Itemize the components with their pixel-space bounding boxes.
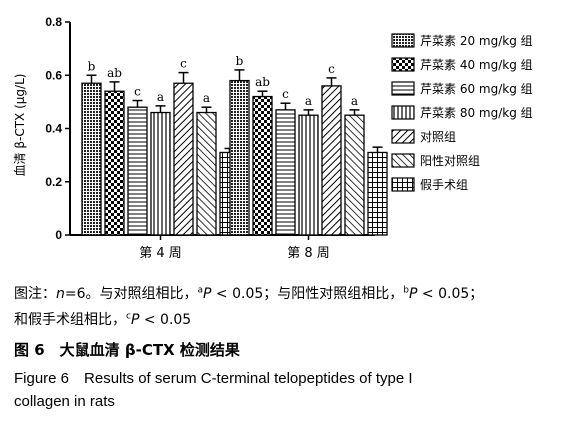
significance-letter: ab: [255, 75, 270, 89]
legend-swatch: [391, 81, 415, 96]
significance-letter: ab: [107, 66, 122, 80]
y-tick-label: 0.8: [45, 15, 62, 29]
p-value-c: < 0.05: [139, 312, 192, 328]
p-label-b: P: [409, 286, 418, 302]
p-label-c: P: [130, 312, 140, 328]
note-positive: 与阳性对照组相比，: [277, 286, 404, 302]
sup-a: a: [197, 285, 204, 296]
significance-letter: c: [328, 62, 335, 76]
legend-swatch: [391, 177, 415, 192]
bar: [367, 151, 388, 236]
significance-letter: c: [134, 85, 141, 99]
p-value-b: < 0.05；: [417, 286, 484, 302]
significance-letter: c: [282, 87, 289, 101]
legend-swatch: [391, 57, 415, 72]
legend-swatch: [391, 129, 415, 144]
bar: [298, 114, 319, 236]
bar: [229, 79, 250, 236]
legend-label: 阳性对照组: [420, 154, 480, 168]
bar: [150, 111, 171, 236]
note-sham: 和假手术组相比，: [14, 312, 126, 328]
bar: [127, 106, 148, 236]
y-tick-label: 0.2: [45, 175, 62, 189]
caption-note-line1: 图注：n=6。与对照组相比，aP < 0.05；与阳性对照组相比，bP < 0.…: [14, 283, 483, 303]
bar: [321, 85, 342, 236]
y-tick-label: 0.4: [45, 122, 62, 136]
legend-swatch: [391, 33, 415, 48]
legend-label: 芹菜素 20 mg/kg 组: [420, 34, 533, 48]
x-tick-label: 第 8 周: [287, 246, 330, 261]
bar: [275, 109, 296, 236]
significance-letter: b: [88, 59, 96, 73]
bar: [252, 95, 273, 236]
sup-c: c: [126, 311, 131, 322]
note-prefix: 图注：: [14, 286, 56, 302]
significance-letter: a: [203, 91, 210, 105]
legend-swatch: [391, 105, 415, 120]
bar: [81, 82, 102, 236]
p-value-a: < 0.05；: [211, 286, 278, 302]
legend-label: 假手术组: [420, 178, 468, 192]
figure-title-en-line1: Figure 6 Results of serum C-terminal tel…: [14, 370, 413, 387]
legend-swatch: [391, 153, 415, 168]
significance-letter: a: [305, 94, 312, 108]
bar: [173, 82, 194, 236]
note-n: n: [56, 286, 65, 302]
bar-chart: 血清 β-CTX (μg/L) 00.20.40.60.8第 4 周第 8 周 …: [13, 15, 533, 261]
y-tick-label: 0: [55, 228, 62, 242]
caption-note-line2: 和假手术组相比，cP < 0.05: [14, 309, 191, 329]
bar: [104, 90, 125, 236]
significance-letter: c: [180, 57, 187, 71]
legend-label: 芹菜素 60 mg/kg 组: [420, 82, 533, 96]
significance-letter: a: [351, 94, 358, 108]
p-label-a: P: [203, 286, 212, 302]
y-tick-label: 0.6: [45, 68, 62, 82]
sup-b: b: [403, 285, 410, 296]
y-axis-label: 血清 β-CTX (μg/L): [13, 74, 27, 177]
significance-letter: b: [236, 54, 244, 68]
bar: [196, 111, 217, 236]
bar: [344, 114, 365, 236]
legend-label: 芹菜素 40 mg/kg 组: [420, 58, 533, 72]
figure-title-en-line2: collagen in rats: [14, 393, 115, 410]
significance-letter: a: [157, 90, 164, 104]
legend-label: 芹菜素 80 mg/kg 组: [420, 106, 533, 120]
note-n-value: =6。与对照组相比，: [64, 286, 198, 302]
x-tick-label: 第 4 周: [139, 246, 182, 261]
legend-label: 对照组: [420, 130, 456, 144]
figure-title-cn: 图 6 大鼠血清 β-CTX 检测结果: [14, 341, 240, 359]
